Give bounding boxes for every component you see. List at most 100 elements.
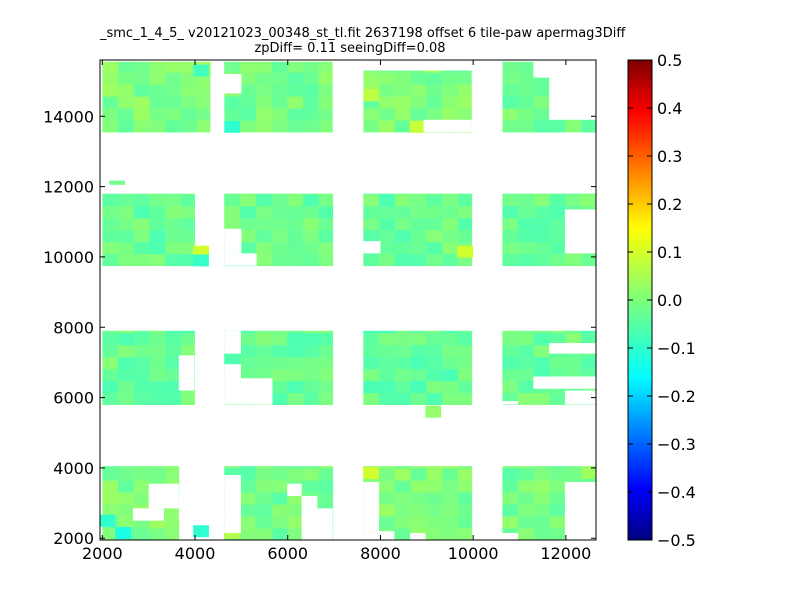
heatmap-cell [379, 108, 396, 121]
heatmap-cell [181, 61, 198, 73]
heatmap-cell [118, 253, 135, 267]
heatmap-cell [457, 332, 473, 346]
heatmap-cell [318, 253, 334, 267]
heatmap-cell [239, 356, 257, 370]
colorbar-tick-label: −0.5 [657, 531, 696, 550]
empty-region [287, 483, 302, 497]
heatmap-cell [102, 392, 119, 406]
heatmap-cell [394, 205, 411, 219]
heatmap-cell [255, 528, 272, 540]
heatmap-cell [303, 330, 320, 334]
heatmap-cell [303, 332, 320, 346]
colorbar-tick-label: 0.4 [657, 99, 682, 118]
heatmap-cell [224, 193, 241, 207]
heatmap-cell [239, 96, 257, 109]
heatmap-cell [502, 193, 519, 195]
heatmap-cell [303, 344, 320, 358]
heatmap-cell [442, 205, 459, 219]
heatmap-cell [549, 504, 566, 517]
heatmap-cell [394, 492, 411, 505]
heatmap-cell [318, 229, 334, 243]
heatmap-cell [102, 344, 119, 358]
colorbar-tick-label: 0.5 [657, 51, 682, 70]
empty-regions [102, 61, 596, 540]
heatmap-cell [181, 84, 198, 97]
heatmap-cell [426, 480, 443, 493]
empty-region [178, 378, 195, 391]
heatmap-cell [518, 205, 535, 219]
heatmap-cell [165, 466, 180, 469]
heatmap-cell [363, 253, 380, 267]
heatmap-cell [518, 528, 535, 540]
empty-region [363, 531, 395, 540]
heatmap-cell [287, 205, 304, 219]
heatmap-cell [409, 120, 426, 133]
heatmap-cell [181, 344, 195, 358]
heatmap-cell [549, 229, 566, 243]
heatmap-cell [165, 332, 182, 346]
heatmap-cell [426, 468, 443, 481]
heatmap-cell [303, 108, 320, 121]
heatmap-cell [287, 504, 304, 517]
heatmap-cell [118, 108, 135, 121]
empty-region [564, 390, 596, 405]
heatmap-cell [255, 61, 272, 73]
heatmap-cell [165, 229, 182, 243]
heatmap-cell [255, 120, 272, 133]
heatmap-cell [149, 330, 166, 334]
heatmap-cell [239, 468, 257, 481]
heatmap-cell [502, 241, 519, 255]
chart-title-line1: _smc_1_4_5_ v20121023_00348_st_tl.fit 26… [100, 26, 626, 41]
heatmap-cell [303, 84, 320, 97]
heatmap-cell [363, 344, 380, 358]
heatmap-cell [457, 528, 473, 540]
heatmap-cell [102, 368, 119, 382]
heatmap-cell [502, 205, 519, 219]
heatmap-cell [549, 528, 566, 540]
heatmap-cell [149, 368, 166, 382]
heatmap-cell [426, 193, 443, 207]
heatmap-cell [442, 492, 459, 505]
heatmap-cell [379, 380, 396, 394]
heatmap-cell [394, 480, 411, 493]
heatmap-cell [394, 84, 411, 97]
heatmap-cell [533, 480, 551, 493]
heatmap-cell [303, 193, 320, 207]
heatmap-cell [379, 504, 396, 517]
heatmap-cell [426, 217, 443, 231]
heatmap-cell [287, 61, 304, 73]
heatmap-cell [149, 84, 166, 97]
heatmap-cell [271, 61, 288, 73]
heatmap-cell [426, 466, 443, 469]
heatmap-cell [181, 241, 195, 255]
heatmap-cell [133, 466, 150, 469]
heatmap-cell [565, 356, 582, 370]
heatmap-cell [442, 229, 459, 243]
heatmap-cell [303, 468, 320, 481]
heatmap-cell [442, 516, 459, 529]
heatmap-cell [133, 528, 150, 540]
heatmap-cell [255, 368, 272, 382]
colorbar-tick-label: 0.0 [657, 291, 682, 310]
heatmap-cell [255, 217, 272, 231]
heatmap-cell [363, 229, 380, 243]
empty-region [102, 184, 195, 194]
heatmap-cell [287, 368, 304, 382]
heatmap-cell [287, 108, 304, 121]
heatmap-cell [363, 108, 380, 121]
heatmap-cell [410, 332, 427, 346]
heatmap-cell [394, 368, 411, 382]
heatmap-cell [287, 72, 304, 85]
heatmap-cell [442, 504, 459, 517]
heatmap-cell [271, 217, 288, 231]
heatmap-cell [118, 193, 135, 207]
heatmap-cell [533, 217, 551, 231]
heatmap-cell [149, 466, 166, 469]
heatmap-cell [394, 466, 411, 469]
heatmap-cell [442, 241, 459, 255]
heatmap-cell [102, 468, 119, 481]
heatmap-cell [549, 205, 566, 219]
heatmap-cell [502, 61, 519, 73]
heatmap-cell [133, 193, 150, 207]
heatmap-cell [224, 61, 241, 73]
